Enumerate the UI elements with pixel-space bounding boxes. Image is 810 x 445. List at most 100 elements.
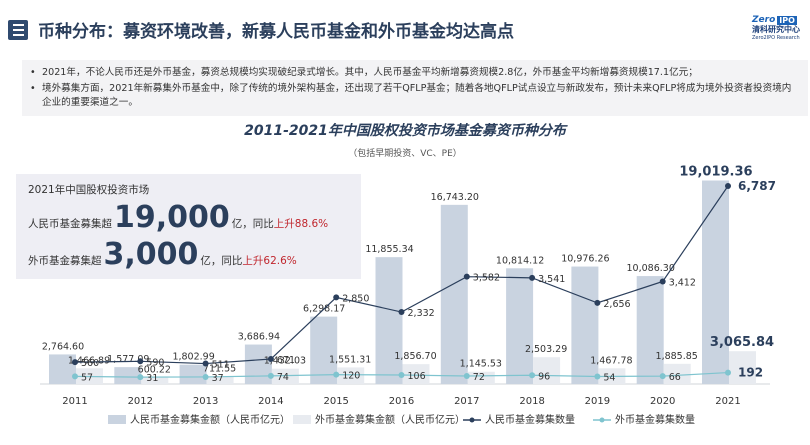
x-tick-label: 2018 xyxy=(519,396,544,407)
rmb-amount-bar xyxy=(114,367,142,384)
x-tick-label: 2012 xyxy=(128,396,153,407)
fx-amount-bar xyxy=(206,376,234,384)
legend-marker xyxy=(599,417,605,423)
rmb-amount-label: 10,814.12 xyxy=(496,255,544,266)
legend-label: 外币基金募集数量 xyxy=(615,413,695,426)
fx-count-label: 72 xyxy=(473,372,485,383)
rmb-amount-label: 1,577.09 xyxy=(107,354,149,365)
rmb-amount-bar xyxy=(49,354,76,384)
rmb-count-label: 2,656 xyxy=(603,299,630,310)
rmb-amount-label: 10,976.26 xyxy=(561,254,609,265)
rmb-count-label: 2,332 xyxy=(408,308,435,319)
rmb-count-label: 590 xyxy=(146,357,164,368)
fx-amount-bar xyxy=(533,357,561,384)
x-tick-label: 2014 xyxy=(258,396,283,407)
rmb-amount-bar xyxy=(244,344,272,384)
rmb-count-point xyxy=(137,358,144,365)
x-tick-label: 2015 xyxy=(323,396,348,407)
fx-highlight: 外币基金募集超 3,000 亿，同比 上升62.6% xyxy=(28,237,297,272)
fx-count-point xyxy=(333,371,340,378)
rmb-amount-label: 2,764.60 xyxy=(42,341,84,352)
legend-swatch xyxy=(108,415,126,424)
rmb-count-label: 6,787 xyxy=(738,179,776,193)
x-tick-label: 2021 xyxy=(715,396,740,407)
rmb-count-point xyxy=(398,309,405,316)
rmb-amount: 19,000 xyxy=(114,200,230,235)
fx-count-point xyxy=(398,372,405,379)
fx-amount-label: 1,466.89 xyxy=(68,355,110,366)
fx-amount-label: 3,065.84 xyxy=(710,335,774,350)
fx-amount-bar xyxy=(729,351,756,384)
fx-count-label: 106 xyxy=(408,371,426,382)
bullet-dot: • xyxy=(30,67,36,78)
fx-count-label: 120 xyxy=(342,371,360,382)
rmb-change: 上升88.6% xyxy=(273,218,329,230)
fx-count-point xyxy=(202,373,209,380)
fx-count-label: 96 xyxy=(538,371,550,382)
fx-count-point xyxy=(725,369,731,376)
legend-label: 人民币基金募集数量 xyxy=(485,413,575,426)
rmb-amount-bar xyxy=(506,268,534,384)
fx-count-point xyxy=(659,373,666,380)
fx-amount-label: 1,467.78 xyxy=(590,355,632,366)
x-tick-label: 2011 xyxy=(62,396,87,407)
rmb-count-point xyxy=(594,299,601,306)
fx-count-point xyxy=(529,372,536,379)
page-title: 币种分布：募资环境改善，新募人民币基金和外币基金均达高点 xyxy=(38,22,514,42)
rmb-amount-label: 19,019.36 xyxy=(679,164,752,179)
fx-amount-bar xyxy=(271,368,299,384)
rmb-count-point xyxy=(333,294,340,301)
rmb-amount-label: 1,802.99 xyxy=(172,352,214,363)
rmb-count-point xyxy=(659,278,666,285)
legend-label: 外币基金募集金额（人民币亿元） xyxy=(315,413,465,426)
rmb-count-point xyxy=(202,360,209,367)
x-tick-label: 2020 xyxy=(650,396,675,407)
rmb-count-point xyxy=(463,273,470,280)
rmb-count-label: 3,541 xyxy=(538,274,565,285)
rmb-amount-bar xyxy=(702,180,729,384)
chart-title: 2011-2021年中国股权投资市场基金募资币种分布 xyxy=(244,123,566,139)
fx-change: 上升62.6% xyxy=(242,255,297,267)
legend-swatch xyxy=(293,415,311,424)
header-bar: 币种分布：募资环境改善，新募人民币基金和外币基金均达高点 Zero IPO 清科研… xyxy=(0,0,810,62)
rmb-count-label: 3,412 xyxy=(669,277,696,288)
rmb-count-point xyxy=(725,183,731,190)
bullet-item: • 境外募集方面，2021年新募集外币基金中，除了传统的境外架构基金，还出现了若干… xyxy=(30,83,792,108)
rmb-amount-bar xyxy=(179,364,207,384)
fx-count-label: 74 xyxy=(277,372,289,383)
fx-count-point xyxy=(594,373,601,380)
rmb-amount-label: 11,855.34 xyxy=(365,244,413,255)
zero2ipo-logo: Zero IPO 清科研究中心 Zero2IPO Research xyxy=(752,15,800,41)
fx-amount-label: 1,551.31 xyxy=(329,354,371,365)
x-tick-label: 2016 xyxy=(389,396,414,407)
rmb-amount-label: 3,686.94 xyxy=(238,332,280,343)
x-tick-label: 2017 xyxy=(454,396,479,407)
rmb-count-label: 671 xyxy=(277,355,295,366)
fx-amount-bar xyxy=(402,364,430,384)
rmb-amount-bar xyxy=(310,316,338,384)
rmb-amount-label: 16,743.20 xyxy=(431,192,479,203)
rmb-count-label: 511 xyxy=(212,360,230,371)
fx-amount-bar xyxy=(663,363,691,384)
rmb-amount-bar xyxy=(571,266,599,384)
rmb-amount-bar xyxy=(636,276,664,384)
rmb-count-point xyxy=(72,359,78,366)
fx-count-point xyxy=(267,372,274,379)
bullet-dot: • xyxy=(30,83,36,94)
x-tick-label: 2019 xyxy=(585,396,610,407)
fx-count-point xyxy=(463,372,470,379)
rmb-count-label: 560 xyxy=(81,358,99,369)
fx-count-point xyxy=(137,374,144,381)
chart-subtitle: （包括早期投资、VC、PE） xyxy=(348,149,462,159)
fx-amount-bar xyxy=(141,377,169,384)
fx-count-label: 54 xyxy=(603,372,615,383)
legend-label: 人民币基金募集金额（人民币亿元） xyxy=(130,413,290,426)
rmb-count-point xyxy=(529,274,536,281)
fx-count-point xyxy=(72,373,78,380)
fx-count-label: 192 xyxy=(738,366,763,380)
fx-amount-label: 2,503.29 xyxy=(525,344,567,355)
menu-icon[interactable] xyxy=(8,20,28,40)
fx-count-label: 37 xyxy=(212,373,224,384)
summary-bullets: • 2021年，不论人民币还是外币基金，募资总规模均实现破纪录式增长。其中，人民币… xyxy=(22,60,808,116)
